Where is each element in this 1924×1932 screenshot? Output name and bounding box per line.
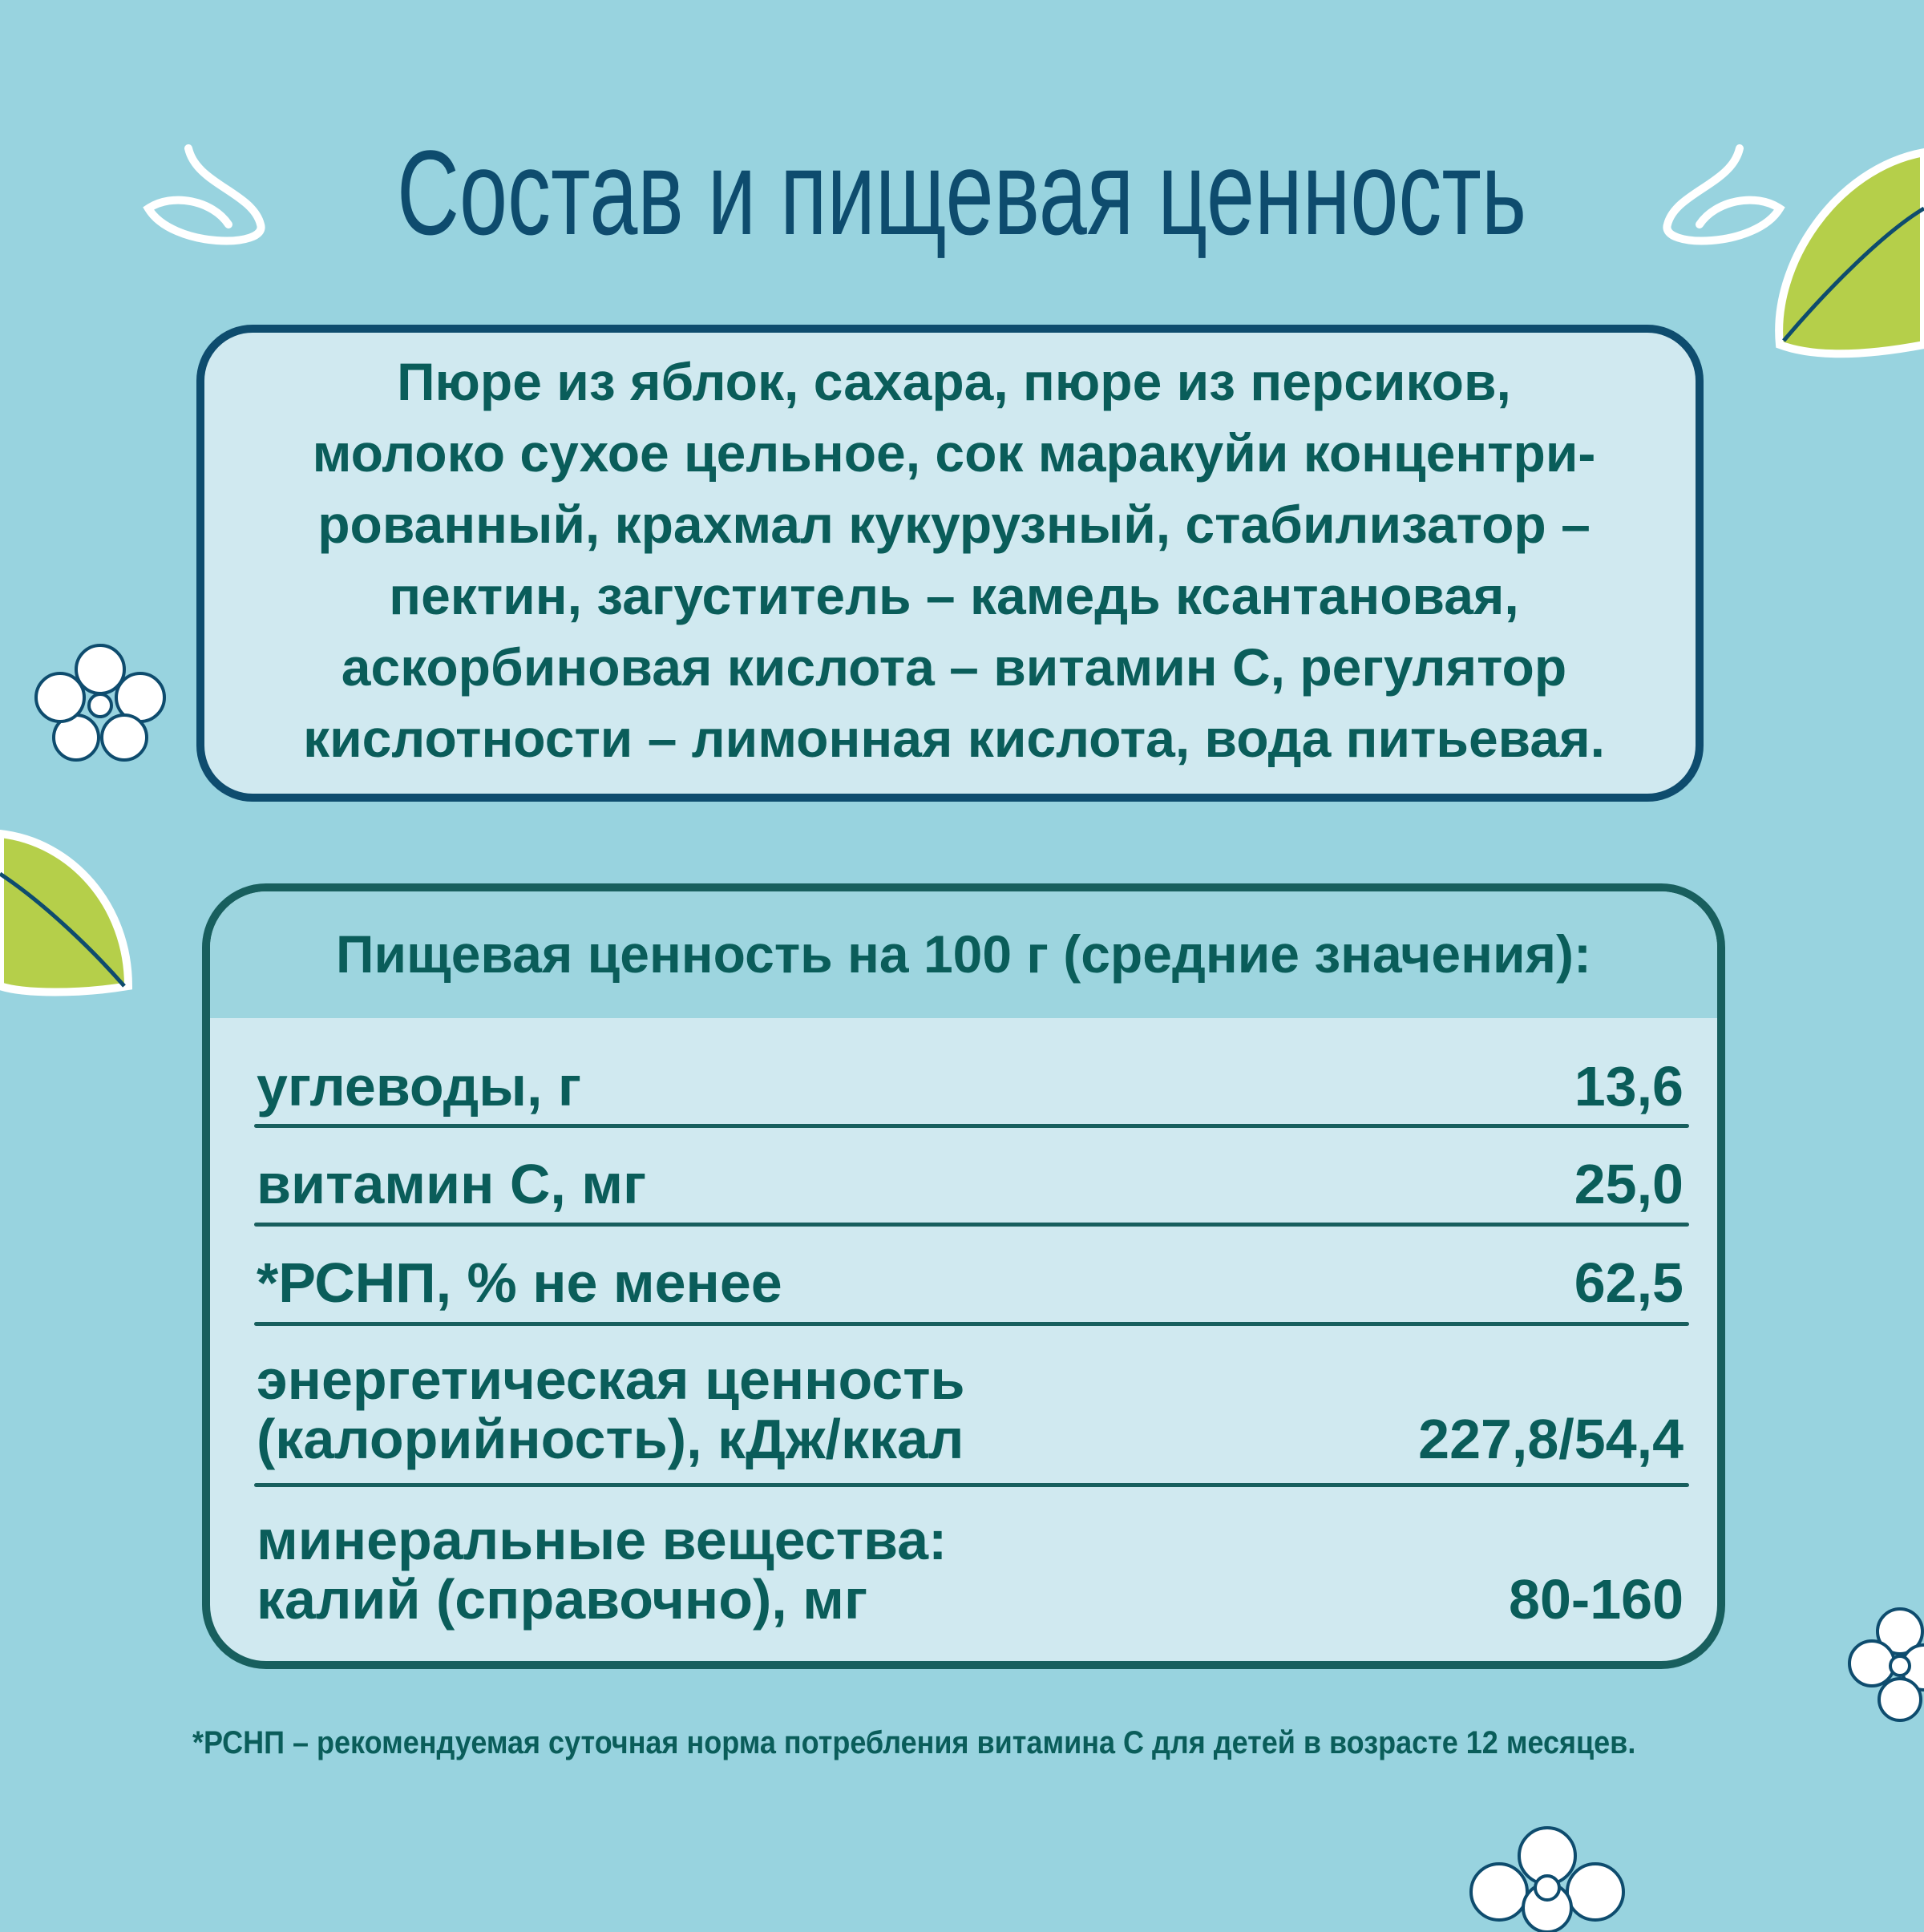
flower-left-icon [34, 644, 166, 762]
row-value: 80-160 [1509, 1568, 1684, 1631]
row-divider [254, 1124, 1689, 1128]
row-value: 227,8/54,4 [1418, 1408, 1684, 1470]
table-row: минеральные вещества: калий (справочно), … [257, 1509, 1684, 1629]
leaf-top-right-icon [1775, 148, 1924, 358]
row-label: углеводы, г [257, 1055, 582, 1118]
ingredients-text: Пюре из яблок, сахара, пюре из персиков,… [216, 346, 1692, 774]
ingredients-line: Пюре из яблок, сахара, пюре из персиков, [397, 352, 1511, 411]
row-label-2: калий (справочно), мг [257, 1568, 868, 1631]
row-label: минеральные вещества: [257, 1509, 948, 1571]
ingredients-line: рованный, крахмал кукурузный, стабилизат… [317, 495, 1591, 554]
nutrition-table: Пищевая ценность на 100 г (средние значе… [202, 883, 1725, 1669]
table-row: энергетическая ценность (калорийность), к… [257, 1348, 1684, 1469]
table-row: витамин С, мг 25,0 [257, 1150, 1684, 1214]
row-label-2: (калорийность), кДж/ккал [257, 1408, 964, 1470]
nutrition-header: Пищевая ценность на 100 г (средние значе… [336, 924, 1591, 984]
ingredients-line: молоко сухое цельное, сок маракуйи конце… [312, 423, 1596, 483]
row-divider [254, 1223, 1689, 1227]
row-value: 13,6 [1574, 1055, 1684, 1118]
table-row: *РСНП, % не менее 62,5 [257, 1248, 1684, 1312]
page-title: Состав и пищевая ценность [397, 125, 1527, 260]
swirl-right-icon [1663, 144, 1785, 245]
ingredients-line: аскорбиновая кислота – витамин С, регуля… [341, 637, 1567, 697]
row-divider [254, 1483, 1689, 1487]
flower-bottom-icon [1469, 1826, 1625, 1932]
footnote: *РСНП – рекомендуемая суточная норма пот… [192, 1725, 1636, 1760]
table-row: углеводы, г 13,6 [257, 1052, 1684, 1116]
ingredients-panel [196, 325, 1704, 802]
swirl-left-icon [143, 144, 265, 245]
row-label: энергетическая ценность [257, 1348, 965, 1411]
leaf-left-icon [0, 829, 133, 996]
row-label: *РСНП, % не менее [257, 1251, 782, 1314]
flower-right-icon [1848, 1607, 1924, 1722]
ingredients-line: кислотности – лимонная кислота, вода пит… [303, 709, 1605, 768]
ingredients-line: пектин, загуститель – камедь ксантановая… [389, 566, 1519, 625]
row-value: 25,0 [1574, 1153, 1684, 1215]
nutrition-header-band [210, 891, 1717, 1018]
row-divider [254, 1322, 1689, 1326]
row-label: витамин С, мг [257, 1153, 647, 1215]
row-value: 62,5 [1574, 1251, 1684, 1314]
